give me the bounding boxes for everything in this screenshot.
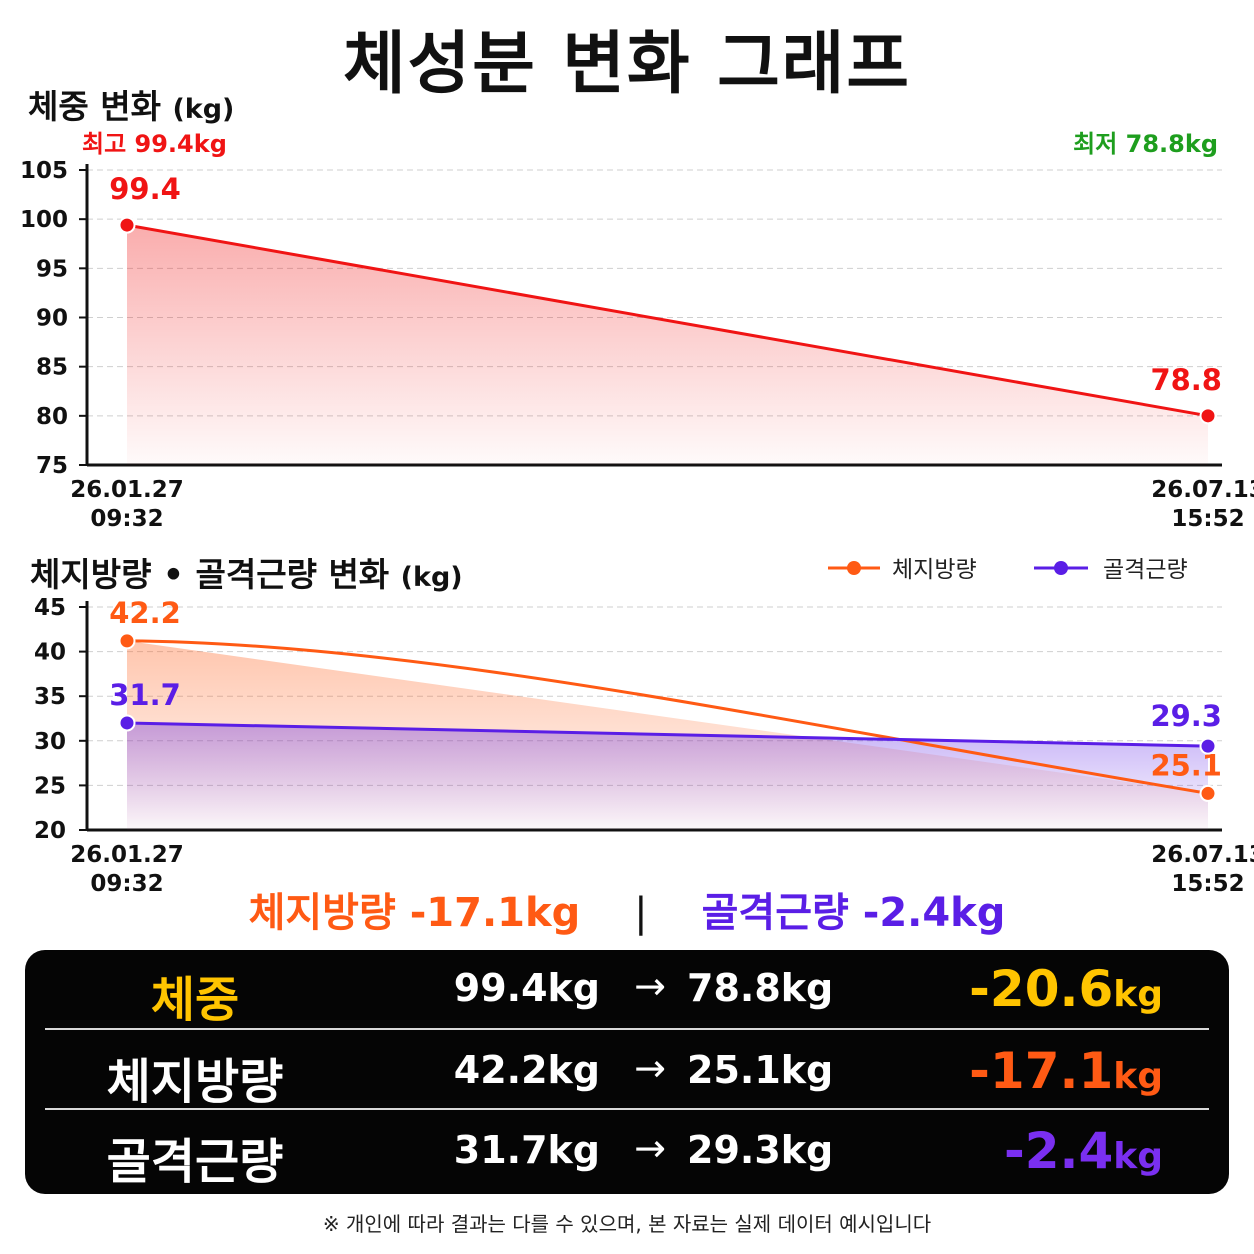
summary-label: 체중	[150, 972, 240, 1028]
series-line	[126, 223, 1209, 418]
y-tick-label: 95	[36, 256, 68, 282]
x-tick-label-line: 26.01.27	[70, 477, 184, 503]
x-tick-label: 26.07.13 15:52	[1151, 477, 1254, 532]
page-title: 체성분 변화 그래프	[343, 25, 911, 104]
fat-change-text: 체지방량 -17.1kg	[248, 890, 581, 936]
min-weight-label: 최저 78.8kg	[1073, 130, 1218, 158]
y-tick-label: 100	[20, 207, 68, 233]
summary-diff-value: -20.6	[969, 960, 1114, 1018]
x-tick-label-line: 15:52	[1171, 506, 1244, 532]
series-area	[127, 722, 1208, 830]
y-tick-label: 35	[34, 684, 66, 710]
y-tick-label: 30	[34, 729, 66, 755]
summary-table: 체중 99.4kg → 78.8kg -20.6kg 체지방량 42.2kg →…	[25, 950, 1229, 1194]
change-separator: |	[634, 890, 648, 936]
summary-diff-unit: kg	[1113, 974, 1163, 1015]
x-tick-label-line: 26.07.13	[1151, 477, 1254, 503]
y-tick-label: 25	[34, 773, 66, 799]
composition-chart: 체지방량 골격근량 20 25 30 35 40 45 26.01.27 09:32 26.07…	[34, 557, 1254, 897]
y-tick-label: 45	[34, 595, 66, 621]
summary-from: 42.2kg	[453, 1048, 600, 1092]
arrow-icon: →	[634, 1126, 666, 1170]
summary-label: 골격근량	[106, 1134, 284, 1190]
weight-chart-title-text: 체중 변화	[28, 87, 161, 126]
change-summary: 체지방량 -17.1kg | 골격근량 -2.4kg	[0, 880, 1254, 938]
y-tick-label: 80	[36, 404, 68, 430]
summary-diff: -20.6kg	[969, 960, 1163, 1018]
data-point	[118, 216, 136, 234]
data-label: 31.7	[109, 678, 181, 712]
summary-diff: -17.1kg	[969, 1042, 1163, 1100]
summary-diff-unit: kg	[1113, 1056, 1163, 1097]
x-tick-label: 26.01.27 09:32	[70, 842, 184, 897]
summary-diff-unit: kg	[1113, 1136, 1163, 1177]
data-label: 78.8	[1150, 363, 1222, 397]
legend-fat-marker	[847, 561, 861, 575]
muscle-change-text: 골격근량 -2.4kg	[701, 890, 1006, 936]
summary-to: 25.1kg	[687, 1048, 834, 1092]
y-tick-label: 20	[34, 818, 66, 844]
y-tick-label: 40	[34, 640, 66, 666]
weight-chart-title: 체중 변화 (kg)	[28, 80, 234, 128]
arrow-icon: →	[634, 1046, 666, 1090]
summary-diff-value: -2.4	[1003, 1122, 1114, 1180]
y-tick-label: 85	[36, 355, 68, 381]
data-label: 29.3	[1150, 699, 1222, 733]
y-tick-label: 105	[20, 158, 68, 184]
summary-row-fat: 체지방량 42.2kg → 25.1kg -17.1kg	[25, 1032, 1229, 1112]
x-tick-label-line: 26.01.27	[70, 842, 184, 868]
data-label: 42.2	[109, 596, 181, 630]
summary-from: 31.7kg	[453, 1128, 600, 1172]
weight-chart-unit: (kg)	[172, 94, 235, 125]
summary-from: 99.4kg	[453, 966, 600, 1010]
series-area	[127, 225, 1208, 465]
row-divider	[45, 1028, 1209, 1030]
series-line	[126, 639, 1209, 795]
data-point	[118, 714, 136, 732]
composition-chart-unit: (kg)	[400, 562, 463, 593]
summary-diff-value: -17.1	[969, 1042, 1114, 1100]
x-tick-label: 26.07.13 15:52	[1151, 842, 1254, 897]
composition-chart-title: 체지방량 • 골격근량 변화 (kg)	[30, 548, 463, 596]
x-tick-label-line: 26.07.13	[1151, 842, 1254, 868]
series-line	[126, 721, 1209, 748]
summary-row-weight: 체중 99.4kg → 78.8kg -20.6kg	[25, 950, 1229, 1030]
summary-to: 29.3kg	[687, 1128, 834, 1172]
max-weight-label: 최고 99.4kg	[82, 130, 227, 158]
composition-chart-title-text: 체지방량 • 골격근량 변화	[30, 555, 390, 594]
footnote: ※ 개인에 따라 결과는 다를 수 있으며, 본 자료는 실제 데이터 예시입니…	[322, 1212, 932, 1236]
legend-muscle-label: 골격근량	[1103, 557, 1188, 583]
x-tick-label-line: 09:32	[90, 506, 163, 532]
data-point	[1199, 784, 1217, 802]
data-label: 99.4	[109, 172, 181, 206]
summary-to: 78.8kg	[687, 966, 834, 1010]
x-tick-label: 26.01.27 09:32	[70, 477, 184, 532]
x-tick-label-line: 15:52	[1171, 871, 1244, 897]
y-tick-label: 90	[36, 306, 68, 332]
y-tick-label: 75	[36, 453, 68, 479]
chart-legend: 체지방량 골격근량	[828, 557, 1188, 583]
legend-muscle-marker	[1054, 561, 1068, 575]
data-point	[118, 632, 136, 650]
legend-fat-label: 체지방량	[892, 557, 977, 583]
data-point	[1199, 407, 1217, 425]
summary-label: 체지방량	[106, 1054, 284, 1110]
summary-row-muscle: 골격근량 31.7kg → 29.3kg -2.4kg	[25, 1112, 1229, 1192]
arrow-icon: →	[634, 964, 666, 1008]
weight-chart: 최고 99.4kg 최저 78.8kg 75 80 85 90 95 100 105 26.0…	[20, 130, 1254, 532]
row-divider	[45, 1108, 1209, 1110]
summary-diff: -2.4kg	[1004, 1122, 1163, 1180]
x-tick-label-line: 09:32	[90, 871, 163, 897]
data-point	[1199, 737, 1217, 755]
